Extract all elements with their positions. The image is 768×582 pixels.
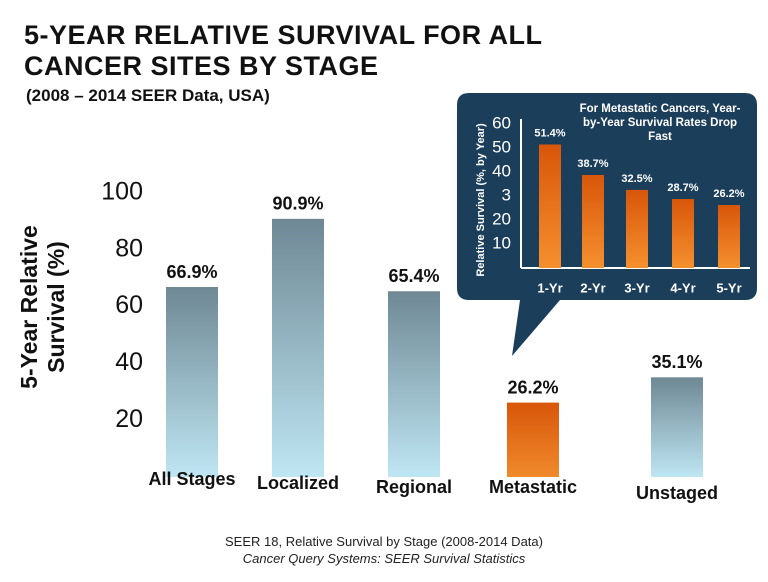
inset-y-tick-label: 40 [492, 161, 511, 180]
source-line: Cancer Query Systems: SEER Survival Stat… [242, 551, 526, 566]
bar [272, 218, 324, 477]
value-label: 35.1% [651, 352, 702, 372]
inset-bar [539, 144, 561, 268]
x-tick-label: Metastatic [489, 477, 577, 497]
value-label: 90.9% [272, 194, 323, 214]
inset-x-tick-label: 4-Yr [670, 280, 695, 295]
value-label: 66.9% [166, 262, 217, 282]
inset-x-tick-label: 1-Yr [537, 280, 562, 295]
slide-title: 5-YEAR RELATIVE SURVIVAL FOR ALL CANCER … [24, 20, 543, 81]
y-tick-label: 20 [115, 405, 143, 433]
inset-value-label: 26.2% [713, 188, 744, 200]
inset-y-tick-label: 3 [502, 185, 511, 204]
inset-y-tick-label: 20 [492, 209, 511, 228]
inset-y-axis-label: Relative Survival (%, by Year) [475, 123, 487, 277]
inset-title: For Metastatic Cancers, Year-by-Year Sur… [579, 103, 741, 143]
bar [388, 291, 440, 477]
inset-panel [457, 93, 757, 356]
inset-bar [626, 189, 648, 268]
source-line: SEER 18, Relative Survival by Stage (200… [225, 534, 543, 549]
inset-value-label: 28.7% [667, 182, 698, 194]
inset-bar [582, 174, 604, 268]
inset-x-tick-label: 3-Yr [624, 280, 649, 295]
bar [651, 377, 703, 477]
inset-value-label: 38.7% [577, 158, 608, 170]
x-tick-label: All Stages [148, 469, 235, 489]
inset-y-tick-label: 50 [492, 137, 511, 156]
inset-x-tick-label: 5-Yr [716, 280, 741, 295]
value-label: 26.2% [507, 377, 558, 397]
bar [166, 287, 218, 477]
y-axis-label: 5-Year Relative Survival (%) [16, 225, 69, 389]
bar [507, 402, 559, 477]
inset-y-tick-label: 10 [492, 233, 511, 252]
inset-value-label: 32.5% [621, 173, 652, 185]
slide-subtitle: (2008 – 2014 SEER Data, USA) [26, 86, 270, 105]
x-tick-label: Regional [376, 477, 452, 497]
y-tick-label: 60 [115, 291, 143, 319]
y-tick-label: 40 [115, 348, 143, 376]
inset-value-label: 51.4% [534, 127, 565, 139]
inset-y-tick-label: 60 [492, 113, 511, 132]
y-tick-label: 100 [101, 178, 143, 206]
inset-x-tick-label: 2-Yr [580, 280, 605, 295]
x-tick-label: Localized [257, 473, 339, 493]
value-label: 65.4% [388, 266, 439, 286]
inset-bar [672, 199, 694, 268]
x-tick-label: Unstaged [636, 483, 718, 503]
inset-bar [718, 205, 740, 268]
y-tick-label: 80 [115, 234, 143, 262]
